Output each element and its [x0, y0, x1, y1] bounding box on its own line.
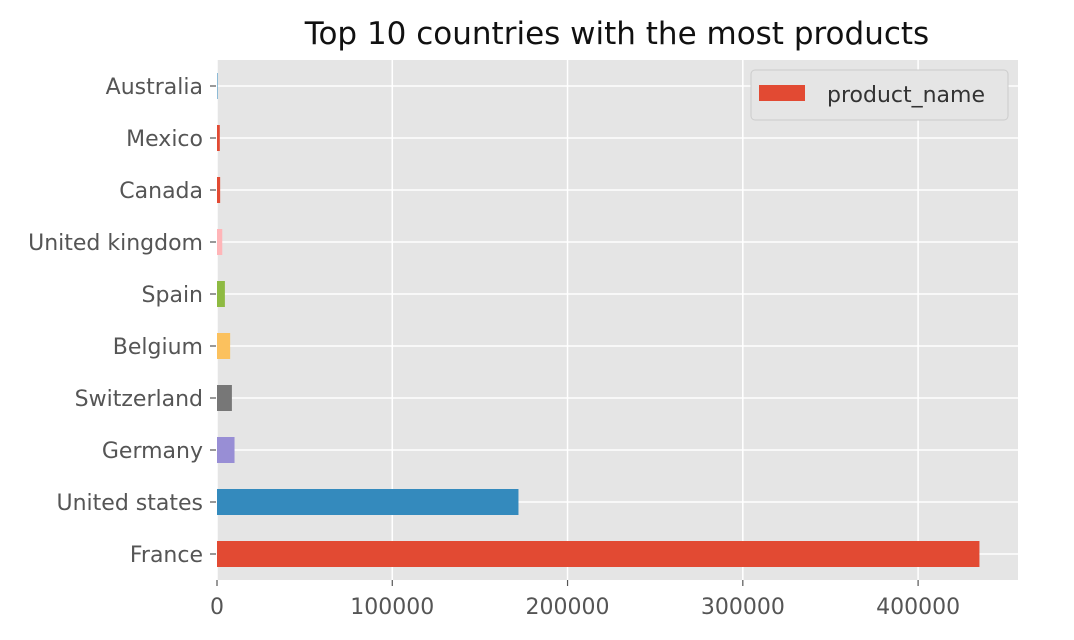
bar [217, 125, 220, 151]
bar [217, 281, 225, 307]
y-tick-label: United kingdom [28, 231, 203, 256]
legend: product_name [750, 69, 1009, 121]
bar [217, 437, 235, 463]
legend-label: product_name [827, 83, 985, 108]
x-tick-label: 400000 [876, 595, 960, 620]
legend-swatch [759, 85, 805, 101]
x-tick-label: 300000 [701, 595, 785, 620]
chart-title: Top 10 countries with the most products [304, 16, 929, 52]
y-tick-label: United states [57, 491, 203, 516]
bar [217, 333, 231, 359]
y-tick-label: Belgium [113, 335, 203, 360]
y-tick-label: Germany [102, 439, 203, 464]
y-tick-label: Australia [106, 75, 203, 100]
y-axis: France United states Germany Switzerland Bel… [28, 75, 216, 568]
y-tick-label: Switzerland [75, 387, 203, 412]
bar [217, 229, 223, 255]
grid-lines [216, 60, 1018, 580]
y-tick-label: France [130, 543, 203, 568]
y-tick-label: Mexico [126, 127, 203, 152]
bar [217, 385, 232, 411]
x-axis: 0 100000 200000 300000 400000 [210, 580, 960, 620]
y-tick-label: Canada [119, 179, 203, 204]
bar [217, 489, 519, 515]
x-tick-label: 200000 [526, 595, 610, 620]
x-tick-label: 0 [210, 595, 224, 620]
y-tick-label: Spain [142, 283, 203, 308]
bar [217, 73, 218, 99]
x-tick-label: 100000 [350, 595, 434, 620]
bars [217, 73, 980, 567]
bar [217, 541, 980, 567]
bar [217, 177, 221, 203]
legend-box [750, 69, 1009, 121]
